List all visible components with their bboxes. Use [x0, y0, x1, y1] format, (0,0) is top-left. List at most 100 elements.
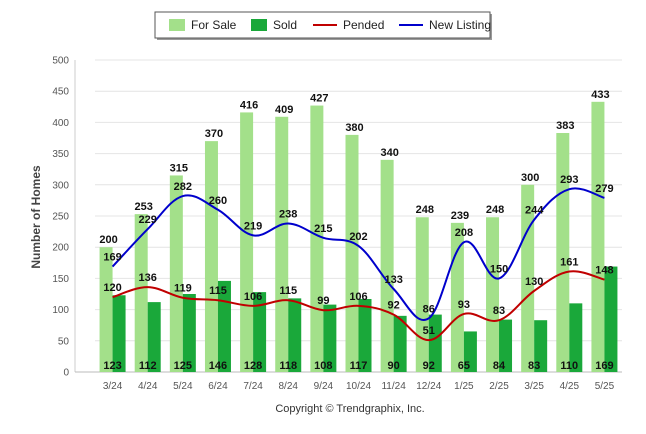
data-label-sold: 90 — [388, 360, 400, 372]
data-label-for-sale: 340 — [380, 147, 398, 159]
data-label-pended: 93 — [458, 299, 470, 311]
x-tick-label: 5/24 — [173, 381, 193, 392]
data-label-pended: 161 — [560, 257, 578, 269]
data-label-pended: 115 — [279, 285, 297, 297]
data-label-pended: 119 — [174, 283, 192, 295]
bar-sold — [323, 304, 337, 372]
data-label-for-sale: 239 — [451, 210, 469, 222]
data-label-sold: 110 — [560, 360, 578, 372]
x-tick-label: 4/24 — [138, 381, 158, 392]
data-label-for-sale: 383 — [556, 120, 574, 132]
data-label-new-listing: 215 — [314, 223, 332, 235]
x-tick-label: 12/24 — [416, 381, 441, 392]
legend-label-pended: Pended — [343, 18, 384, 32]
data-label-new-listing: 150 — [490, 263, 508, 275]
data-label-sold: 83 — [528, 360, 540, 372]
bar-for-sale — [310, 105, 324, 372]
data-label-new-listing: 86 — [423, 303, 435, 315]
data-label-sold: 146 — [209, 360, 227, 372]
x-tick-label: 8/24 — [278, 381, 298, 392]
data-label-new-listing: 260 — [209, 195, 227, 207]
bar-for-sale — [486, 217, 500, 372]
data-label-sold: 112 — [139, 360, 157, 372]
data-label-pended: 130 — [525, 276, 543, 288]
data-label-pended: 51 — [423, 325, 435, 337]
y-tick-label: 0 — [63, 368, 69, 379]
data-labels: 200 123 120 169 253 112 136 229 315 125 119 282 370 1… — [99, 89, 613, 372]
legend-label-sold: Sold — [273, 18, 297, 32]
data-label-pended: 136 — [139, 272, 157, 284]
data-label-new-listing: 238 — [279, 208, 297, 220]
data-label-for-sale: 248 — [416, 204, 434, 216]
series-lines — [111, 187, 605, 342]
bar-for-sale — [204, 141, 218, 372]
data-label-new-listing: 202 — [349, 231, 367, 243]
bar-for-sale — [591, 101, 605, 373]
y-tick-label: 250 — [52, 212, 69, 223]
data-label-sold: 92 — [423, 360, 435, 372]
bar-sold — [604, 266, 618, 372]
bar-sold — [428, 314, 442, 372]
data-label-sold: 117 — [350, 360, 368, 372]
bar-for-sale — [556, 133, 570, 372]
x-tick-label: 9/24 — [314, 381, 334, 392]
data-label-for-sale: 409 — [275, 104, 293, 116]
data-label-for-sale: 380 — [345, 122, 363, 134]
bar-for-sale — [134, 214, 148, 372]
y-tick-label: 350 — [52, 149, 69, 160]
data-label-for-sale: 433 — [591, 89, 609, 101]
x-tick-label: 11/24 — [381, 381, 406, 392]
data-label-pended: 148 — [595, 265, 613, 277]
data-label-sold: 84 — [493, 360, 506, 372]
bar-sold — [147, 302, 161, 372]
data-label-sold: 65 — [458, 360, 470, 372]
data-label-for-sale: 253 — [135, 201, 153, 213]
data-label-pended: 106 — [349, 291, 367, 303]
bar-sold — [112, 295, 126, 372]
data-label-new-listing: 133 — [384, 274, 402, 286]
bars — [99, 101, 618, 373]
bar-sold — [534, 320, 548, 372]
bar-sold — [358, 298, 372, 372]
y-axis-label: Number of Homes — [29, 165, 43, 269]
y-axis: 0 50 100 150 200 250 300 350 400 450 500 — [52, 56, 69, 379]
bar-for-sale — [240, 112, 254, 372]
data-label-sold: 169 — [595, 360, 613, 372]
legend-label-new-listing: New Listing — [429, 18, 491, 32]
y-tick-label: 200 — [52, 243, 69, 254]
bar-sold — [253, 292, 267, 372]
bar-for-sale — [521, 184, 535, 372]
data-label-new-listing: 219 — [244, 220, 262, 232]
y-tick-label: 500 — [52, 56, 69, 67]
x-tick-label: 5/25 — [595, 381, 615, 392]
bar-for-sale — [415, 217, 429, 372]
copyright-text: Copyright © Trendgraphix, Inc. — [275, 403, 424, 415]
data-label-pended: 99 — [317, 295, 329, 307]
bar-sold — [569, 303, 583, 372]
line-pended — [112, 270, 605, 342]
y-tick-label: 300 — [52, 180, 69, 191]
data-label-for-sale: 315 — [170, 162, 188, 174]
data-label-sold: 125 — [174, 360, 192, 372]
legend-swatch-for-sale — [169, 19, 185, 31]
data-label-for-sale: 300 — [521, 172, 539, 184]
data-label-pended: 92 — [388, 300, 400, 312]
legend-label-for-sale: For Sale — [191, 18, 237, 32]
legend-swatch-sold — [251, 19, 267, 31]
bar-for-sale — [169, 175, 183, 372]
data-label-pended: 83 — [493, 305, 505, 317]
y-tick-label: 400 — [52, 118, 69, 129]
line-new-listing — [111, 187, 605, 322]
y-tick-label: 50 — [58, 336, 70, 347]
bar-for-sale — [99, 247, 113, 372]
x-axis: 3/24 4/24 5/24 6/24 7/24 8/24 9/24 10/24 11/24 12… — [103, 381, 615, 392]
data-label-for-sale: 248 — [486, 204, 504, 216]
bar-sold — [288, 298, 302, 372]
legend: For Sale Sold Pended New Listing — [154, 11, 492, 40]
data-label-pended: 106 — [244, 291, 262, 303]
x-tick-label: 4/25 — [560, 381, 580, 392]
bar-for-sale — [275, 116, 289, 372]
data-label-new-listing: 229 — [139, 214, 157, 226]
data-label-new-listing: 282 — [174, 181, 192, 193]
